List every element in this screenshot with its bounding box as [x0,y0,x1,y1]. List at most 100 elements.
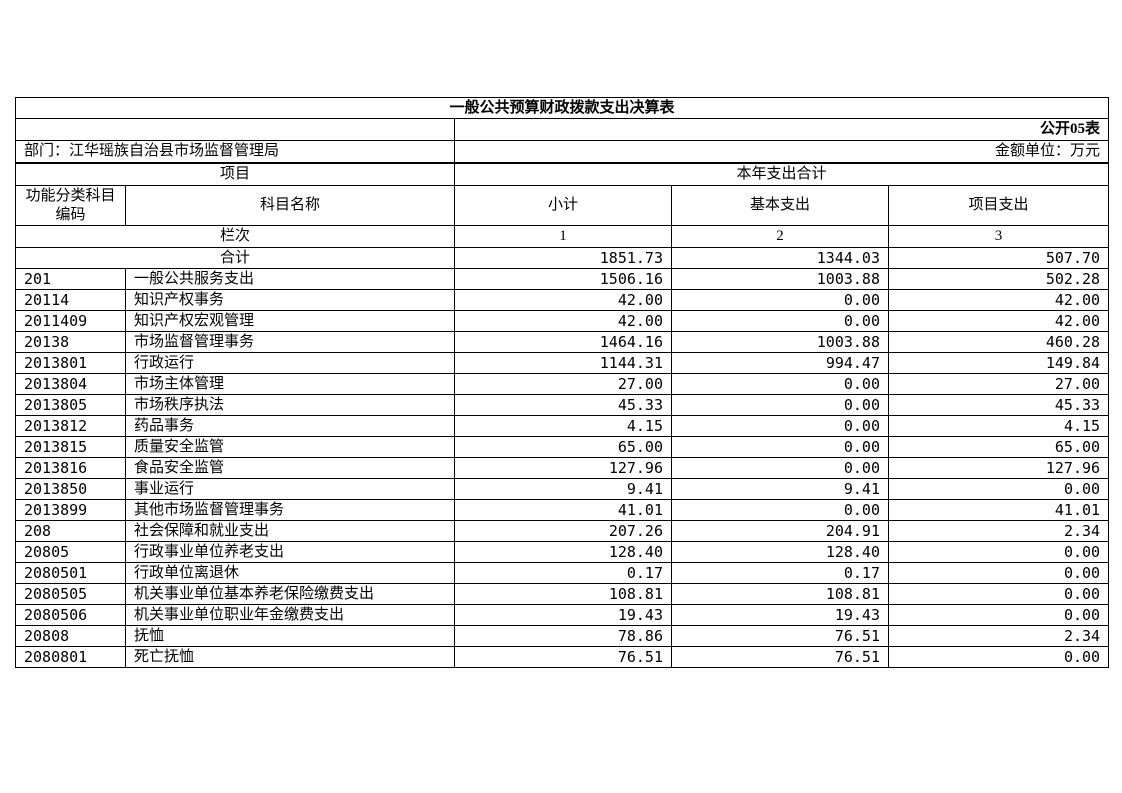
name-cell: 知识产权宏观管理 [125,310,455,332]
project-cell: 460.28 [887,331,1110,353]
project-cell: 127.96 [887,457,1110,479]
name-cell: 事业运行 [125,478,455,500]
total-basic: 1344.03 [671,247,889,269]
basic-cell: 0.00 [671,457,889,479]
subtotal-cell: 1506.16 [454,268,672,290]
name-cell: 知识产权事务 [125,289,455,311]
table-row: 2080505 机关事业单位基本养老保险缴费支出 108.81 108.81 0… [15,583,1110,605]
total-row: 合计 1851.73 1344.03 507.70 [15,247,1110,269]
project-cell: 42.00 [887,310,1110,332]
subtotal-cell: 78.86 [454,625,672,647]
subtotal-cell: 42.00 [454,310,672,332]
index-2: 2 [671,225,889,248]
subtotal-cell: 76.51 [454,646,672,668]
table-row: 2013815 质量安全监管 65.00 0.00 65.00 [15,436,1110,458]
table-row: 2013850 事业运行 9.41 9.41 0.00 [15,478,1110,500]
subtotal-cell: 65.00 [454,436,672,458]
table-tag-row: 公开05表 [15,118,1110,141]
project-cell: 65.00 [887,436,1110,458]
table-row: 201 一般公共服务支出 1506.16 1003.88 502.28 [15,268,1110,290]
table-row: 2013816 食品安全监管 127.96 0.00 127.96 [15,457,1110,479]
subtotal-cell: 42.00 [454,289,672,311]
index-3: 3 [887,225,1110,248]
project-cell: 0.00 [887,478,1110,500]
code-cell: 2013812 [15,415,126,437]
col-header-basic: 基本支出 [671,185,889,226]
subtotal-cell: 108.81 [454,583,672,605]
table-row: 20805 行政事业单位养老支出 128.40 128.40 0.00 [15,541,1110,563]
project-cell: 4.15 [887,415,1110,437]
project-cell: 0.00 [887,604,1110,626]
basic-cell: 0.00 [671,436,889,458]
code-cell: 2013899 [15,499,126,521]
basic-cell: 0.17 [671,562,889,584]
name-cell: 药品事务 [125,415,455,437]
code-cell: 20805 [15,541,126,563]
subtotal-cell: 41.01 [454,499,672,521]
subtotal-cell: 45.33 [454,394,672,416]
name-cell: 市场监督管理事务 [125,331,455,353]
subtotal-cell: 1144.31 [454,352,672,374]
code-cell: 2080501 [15,562,126,584]
basic-cell: 19.43 [671,604,889,626]
table-row: 2080801 死亡抚恤 76.51 76.51 0.00 [15,646,1110,668]
name-cell: 社会保障和就业支出 [125,520,455,542]
basic-cell: 1003.88 [671,268,889,290]
subtotal-cell: 0.17 [454,562,672,584]
project-cell: 45.33 [887,394,1110,416]
table-row: 208 社会保障和就业支出 207.26 204.91 2.34 [15,520,1110,542]
col-header-code: 功能分类科目编码 [15,185,126,226]
subtotal-cell: 4.15 [454,415,672,437]
code-cell: 2080801 [15,646,126,668]
name-cell: 机关事业单位基本养老保险缴费支出 [125,583,455,605]
column-header-row: 功能分类科目编码 科目名称 小计 基本支出 项目支出 [15,185,1110,226]
group-header-right: 本年支出合计 [453,162,1110,186]
table-row: 2013805 市场秩序执法 45.33 0.00 45.33 [15,394,1110,416]
project-cell: 149.84 [887,352,1110,374]
project-cell: 502.28 [887,268,1110,290]
name-cell: 机关事业单位职业年金缴费支出 [125,604,455,626]
name-cell: 一般公共服务支出 [125,268,455,290]
col-header-subtotal: 小计 [454,185,672,226]
name-cell: 行政单位离退休 [125,562,455,584]
basic-cell: 0.00 [671,499,889,521]
spacer-cell [15,118,455,141]
project-cell: 0.00 [887,541,1110,563]
table-row: 20138 市场监督管理事务 1464.16 1003.88 460.28 [15,331,1110,353]
basic-cell: 0.00 [671,310,889,332]
code-cell: 2013816 [15,457,126,479]
total-label: 合计 [15,247,455,269]
name-cell: 市场主体管理 [125,373,455,395]
basic-cell: 108.81 [671,583,889,605]
basic-cell: 994.47 [671,352,889,374]
budget-table: 一般公共预算财政拨款支出决算表 公开05表 部门：江华瑶族自治县市场监督管理局 … [14,97,1110,668]
name-cell: 食品安全监管 [125,457,455,479]
table-row: 2080501 行政单位离退休 0.17 0.17 0.00 [15,562,1110,584]
unit-label: 金额单位：万元 [453,140,1110,164]
table-row: 2013804 市场主体管理 27.00 0.00 27.00 [15,373,1110,395]
name-cell: 行政事业单位养老支出 [125,541,455,563]
col-header-project: 项目支出 [887,185,1110,226]
name-cell: 抚恤 [125,625,455,647]
code-cell: 2011409 [15,310,126,332]
basic-cell: 1003.88 [671,331,889,353]
basic-cell: 0.00 [671,394,889,416]
name-cell: 市场秩序执法 [125,394,455,416]
basic-cell: 0.00 [671,289,889,311]
code-cell: 201 [15,268,126,290]
page-title: 一般公共预算财政拨款支出决算表 [14,97,1110,119]
name-cell: 其他市场监督管理事务 [125,499,455,521]
project-cell: 2.34 [887,520,1110,542]
group-header-left: 项目 [15,162,455,186]
basic-cell: 9.41 [671,478,889,500]
basic-cell: 76.51 [671,646,889,668]
code-cell: 2013850 [15,478,126,500]
code-cell: 20138 [15,331,126,353]
table-row: 2013812 药品事务 4.15 0.00 4.15 [15,415,1110,437]
table-row: 2013801 行政运行 1144.31 994.47 149.84 [15,352,1110,374]
project-cell: 0.00 [887,646,1110,668]
basic-cell: 0.00 [671,373,889,395]
project-cell: 2.34 [887,625,1110,647]
subtotal-cell: 128.40 [454,541,672,563]
basic-cell: 204.91 [671,520,889,542]
